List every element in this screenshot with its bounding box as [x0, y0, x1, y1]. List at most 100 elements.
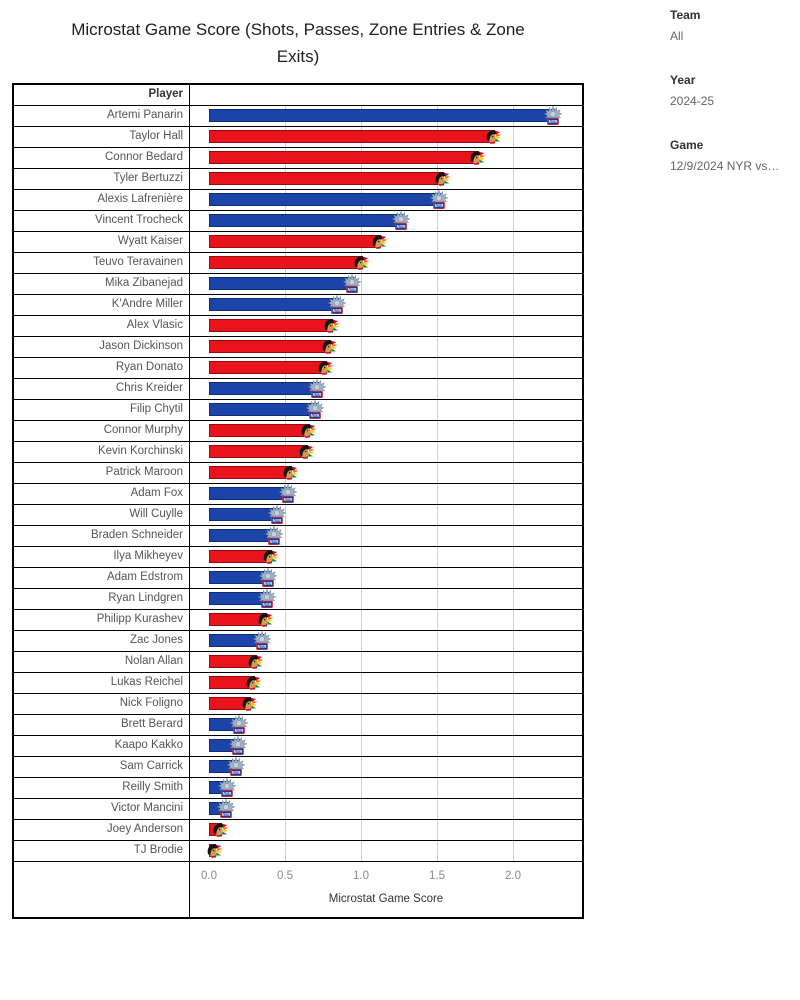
score-bar[interactable]: [209, 214, 403, 227]
axis-left-spacer: [14, 862, 190, 917]
player-name: Mika Zibanejad: [14, 274, 190, 294]
player-name: Jason Dickinson: [14, 337, 190, 357]
score-bar[interactable]: [209, 676, 255, 689]
score-bar[interactable]: [209, 844, 216, 857]
score-bar[interactable]: [209, 361, 327, 374]
score-bar[interactable]: [209, 781, 229, 794]
score-bar[interactable]: [209, 256, 363, 269]
score-bar[interactable]: [209, 718, 241, 731]
player-name: K'Andre Miller: [14, 295, 190, 315]
row-plot-cell: NYR: [190, 756, 582, 777]
row-plot-cell: NYR: [190, 525, 582, 546]
table-row: Wyatt Kaiser: [14, 232, 582, 253]
table-row: Alexis Lafrenière NYR: [14, 189, 582, 211]
row-plot-cell: [190, 442, 582, 462]
player-name: Nolan Allan: [14, 652, 190, 672]
row-plot-cell: NYR: [190, 630, 582, 651]
score-bar[interactable]: [209, 424, 310, 437]
score-bar[interactable]: [209, 760, 238, 773]
score-bar[interactable]: [209, 613, 267, 626]
player-name: Chris Kreider: [14, 379, 190, 399]
score-bar[interactable]: [209, 151, 479, 164]
filter-year-value[interactable]: 2024-25: [670, 94, 715, 108]
score-bar[interactable]: [209, 172, 444, 185]
score-bar[interactable]: [209, 340, 331, 353]
table-row: Kaapo Kakko NYR: [14, 735, 582, 757]
row-plot-cell: NYR: [190, 273, 582, 294]
player-name: Teuvo Teravainen: [14, 253, 190, 273]
x-axis-tick: 0.0: [201, 870, 217, 882]
table-row: Alex Vlasic: [14, 316, 582, 337]
x-axis-tick: 1.0: [353, 870, 369, 882]
player-name: Alex Vlasic: [14, 316, 190, 336]
score-bar[interactable]: [209, 592, 269, 605]
filter-team-value[interactable]: All: [670, 29, 684, 43]
score-bar[interactable]: [209, 487, 290, 500]
player-name: Kaapo Kakko: [14, 736, 190, 756]
table-row: Tyler Bertuzzi: [14, 169, 582, 190]
score-bar[interactable]: [209, 823, 222, 836]
table-row: Nick Foligno: [14, 694, 582, 715]
row-plot-cell: [190, 232, 582, 252]
score-bar[interactable]: [209, 193, 441, 206]
score-bar[interactable]: [209, 739, 240, 752]
score-bar[interactable]: [209, 634, 264, 647]
x-axis-tick: 0.5: [277, 870, 293, 882]
player-name: Wyatt Kaiser: [14, 232, 190, 252]
row-plot-cell: NYR: [190, 105, 582, 126]
player-name: Nick Foligno: [14, 694, 190, 714]
player-name: Connor Murphy: [14, 421, 190, 441]
table-header-row: Player: [14, 85, 582, 106]
row-plot-cell: [190, 337, 582, 357]
row-plot-cell: NYR: [190, 210, 582, 231]
score-bar[interactable]: [209, 655, 257, 668]
player-name: Will Cuylle: [14, 505, 190, 525]
score-bar[interactable]: [209, 298, 339, 311]
filter-team-label: Team: [670, 8, 701, 22]
filter-game-value[interactable]: 12/9/2024 NYR vs…: [670, 159, 780, 173]
table-row: Zac Jones NYR: [14, 630, 582, 652]
table-row: Jason Dickinson: [14, 337, 582, 358]
score-bar[interactable]: [209, 403, 317, 416]
row-plot-cell: [190, 820, 582, 840]
table-row: Filip Chytil NYR: [14, 399, 582, 421]
x-axis-tick: 1.5: [429, 870, 445, 882]
score-bar[interactable]: [209, 445, 308, 458]
score-bar[interactable]: [209, 235, 381, 248]
score-bar[interactable]: [209, 508, 279, 521]
row-plot-cell: [190, 169, 582, 189]
player-name: Lukas Reichel: [14, 673, 190, 693]
table-row: Reilly Smith NYR: [14, 777, 582, 799]
score-bar[interactable]: [209, 382, 319, 395]
score-bar[interactable]: [209, 109, 555, 122]
row-plot-cell: [190, 127, 582, 147]
score-bar[interactable]: [209, 277, 354, 290]
x-axis-tick: 2.0: [505, 870, 521, 882]
row-plot-cell: NYR: [190, 714, 582, 735]
filter-game: Game 12/9/2024 NYR vs…: [670, 138, 795, 173]
score-bar[interactable]: [209, 529, 276, 542]
score-bar[interactable]: [209, 319, 333, 332]
table-row: Chris Kreider NYR: [14, 378, 582, 400]
player-name: Adam Fox: [14, 484, 190, 504]
table-row: Ryan Lindgren NYR: [14, 588, 582, 610]
table-row: Ilya Mikheyev: [14, 547, 582, 568]
score-bar[interactable]: [209, 571, 270, 584]
score-bar[interactable]: [209, 466, 292, 479]
row-plot-cell: NYR: [190, 567, 582, 588]
row-plot-cell: [190, 316, 582, 336]
x-axis: Microstat Game Score 0.0 0.5 1.0 1.5 2.0: [190, 862, 582, 917]
row-plot-cell: NYR: [190, 189, 582, 210]
player-name: Victor Mancini: [14, 799, 190, 819]
player-name: Taylor Hall: [14, 127, 190, 147]
score-bar[interactable]: [209, 550, 272, 563]
table-row: Braden Schneider NYR: [14, 525, 582, 547]
score-bar[interactable]: [209, 802, 228, 815]
player-name: Kevin Korchinski: [14, 442, 190, 462]
player-name: Patrick Maroon: [14, 463, 190, 483]
row-plot-cell: [190, 148, 582, 168]
score-bar[interactable]: [209, 697, 251, 710]
chart-title: Microstat Game Score (Shots, Passes, Zon…: [71, 20, 525, 67]
score-bar[interactable]: [209, 130, 495, 143]
table-row: Patrick Maroon: [14, 463, 582, 484]
